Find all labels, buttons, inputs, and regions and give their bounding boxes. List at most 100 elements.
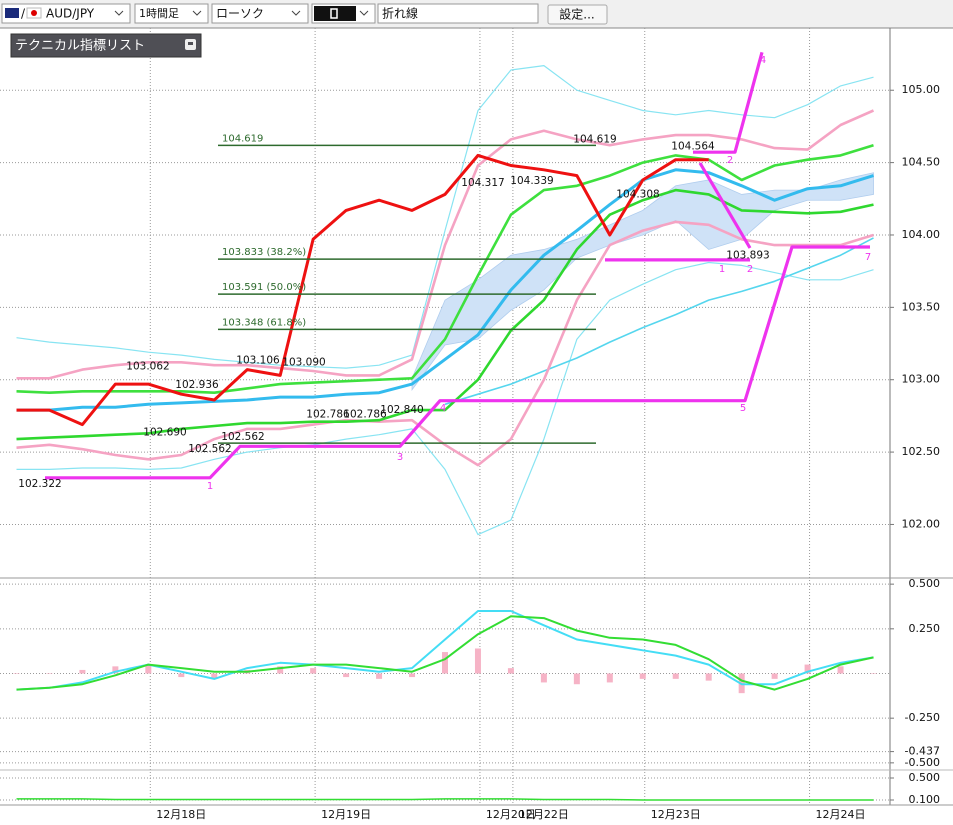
- indicator-line: [16, 168, 874, 412]
- symbol-select[interactable]: / AUD/JPY: [1, 3, 131, 24]
- histogram-bar: [705, 673, 712, 681]
- histogram-bar: [804, 664, 811, 674]
- y-tick-label: 105.00: [902, 83, 941, 96]
- price-label: 104.308: [616, 188, 659, 200]
- price-label: 102.690: [143, 427, 186, 439]
- dropdown-arrow: [114, 10, 124, 16]
- color-swatch: [314, 6, 356, 21]
- histogram-bar: [837, 666, 844, 674]
- x-tick-label: 12月19日: [321, 808, 371, 821]
- y-tick-label: 104.50: [902, 156, 941, 169]
- histogram-bar: [573, 673, 580, 685]
- overlay: テクニカル指標リスト: [10, 33, 202, 58]
- y-tick-label: 0.100: [909, 793, 941, 806]
- pair-separator: /: [21, 7, 26, 21]
- indicator-line: [16, 143, 874, 394]
- wave-label: 4: [440, 403, 446, 414]
- histogram-bar: [310, 668, 317, 674]
- symbol: AUD/JPY: [46, 7, 95, 21]
- price-label: 102.322: [18, 478, 61, 490]
- price-label: 103.062: [126, 361, 169, 373]
- chart-style: ローソク: [216, 7, 264, 21]
- select-box[interactable]: [134, 3, 209, 24]
- histogram-bar: [540, 673, 547, 683]
- histogram-bar: [112, 666, 119, 674]
- indicator-line: [16, 188, 874, 441]
- price-label: 104.339: [510, 175, 553, 187]
- settings-button[interactable]: [547, 4, 608, 25]
- indicator-list-panel[interactable]: [10, 33, 202, 58]
- price-label: 102.936: [175, 379, 219, 391]
- histogram-bar: [442, 652, 448, 674]
- price-label: 102.562: [221, 431, 264, 443]
- zigzag-line: [698, 162, 752, 249]
- histogram-bar: [507, 668, 514, 674]
- wave-label: 7: [865, 252, 871, 263]
- indicator-list-title: テクニカル指標リスト: [15, 39, 145, 54]
- y-tick-label: -0.500: [905, 756, 940, 769]
- price-label: 104.619: [573, 133, 616, 145]
- dropdown-arrow: [192, 10, 202, 16]
- price-label: 103.090: [282, 357, 325, 369]
- fib-label: 103.348 (61.8%): [222, 317, 306, 328]
- wave-label: 4: [760, 55, 766, 66]
- y-tick-label: -0.437: [905, 745, 940, 758]
- y-tick-label: 0.500: [909, 771, 941, 784]
- fib-label: 104.619: [222, 133, 263, 144]
- y-tick-label: 103.00: [902, 373, 941, 386]
- histogram-bar: [409, 673, 416, 678]
- histogram-bar: [13, 673, 20, 674]
- price-label: 102.786: [343, 409, 387, 421]
- price-label: 103.106: [236, 354, 280, 366]
- color-select[interactable]: [311, 3, 376, 24]
- fib-label: 103.591 (50.0%): [222, 282, 306, 293]
- y-tick-label: 0.500: [909, 577, 941, 590]
- wave-label: 2: [747, 264, 753, 275]
- indicator-line: [16, 65, 874, 369]
- histogram-bar: [46, 673, 53, 674]
- ichimoku-cloud: [411, 172, 874, 392]
- y-tick-label: 0.250: [909, 622, 941, 635]
- histogram-bar: [145, 664, 152, 674]
- zigzag-line: [693, 51, 764, 154]
- histogram-bar: [639, 673, 646, 679]
- timeframe-select[interactable]: 1時間足: [134, 3, 209, 24]
- price-label: 104.564: [671, 140, 715, 152]
- wave-label: 1: [207, 481, 213, 492]
- histogram-bar: [79, 669, 86, 674]
- histogram-bar: [376, 673, 383, 679]
- indicator-line: [16, 798, 874, 801]
- price-label: 104.317: [461, 177, 504, 189]
- y-tick-label: 102.50: [902, 445, 941, 458]
- line-style-box[interactable]: [377, 3, 539, 24]
- line-style: 折れ線: [382, 6, 418, 21]
- oscillator-line: [16, 610, 874, 691]
- x-tick-label: 12月20日: [486, 808, 536, 821]
- dropdown-arrow: [359, 10, 369, 16]
- histogram-bar: [277, 666, 284, 674]
- histogram-bar: [606, 673, 613, 683]
- histogram-bar: [343, 673, 350, 678]
- price-label: 103.893: [726, 249, 769, 261]
- select-box[interactable]: [211, 3, 309, 24]
- dropdown-arrow: [291, 10, 301, 16]
- zigzag-line: [45, 245, 870, 480]
- y-tick-label: 104.00: [902, 228, 941, 241]
- flag-jp-disc: [31, 10, 37, 16]
- wave-label: 1: [719, 264, 725, 275]
- timeframe: 1時間足: [139, 7, 179, 20]
- histogram-bar: [474, 648, 481, 674]
- indicator-line: [444, 237, 874, 406]
- x-tick-label: 12月24日: [816, 808, 866, 821]
- settings-label: 設定...: [559, 7, 594, 22]
- panel-button-icon: [188, 42, 193, 45]
- x-tick-label: 12月23日: [651, 808, 701, 821]
- x-tick-label: 12月22日: [519, 808, 569, 821]
- histogram-bar: [211, 673, 218, 679]
- histogram-bar: [771, 673, 778, 679]
- indicator-line: [16, 261, 874, 536]
- chart-style-select[interactable]: ローソク: [211, 3, 309, 24]
